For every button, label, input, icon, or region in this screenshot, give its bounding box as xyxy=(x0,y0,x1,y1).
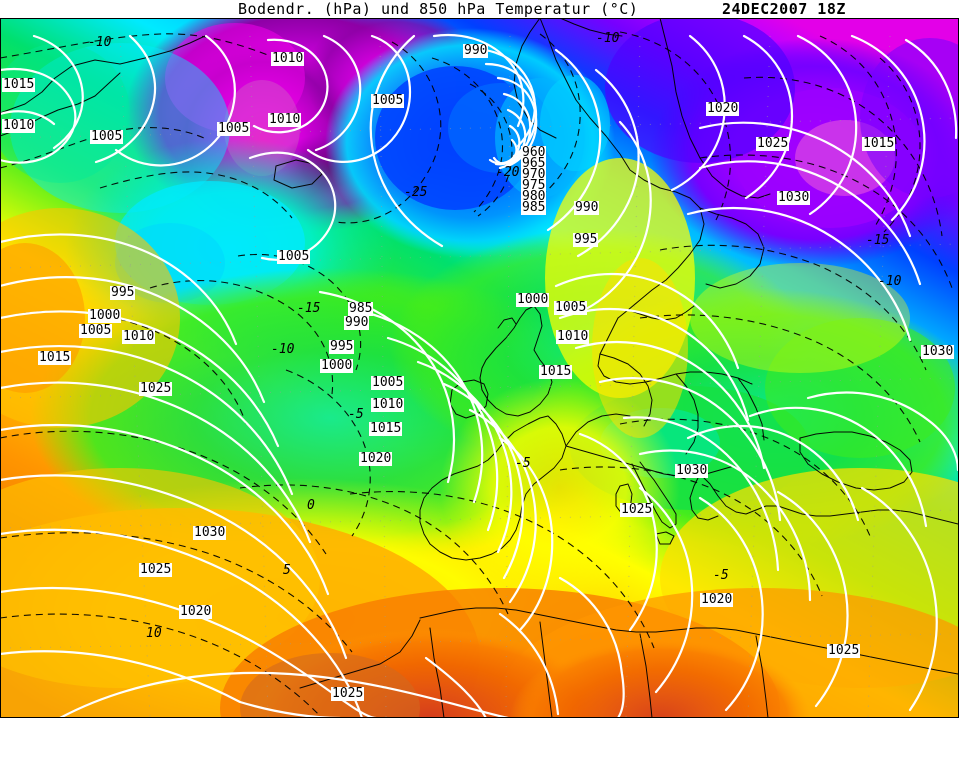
isobar-label: 975 xyxy=(521,178,547,193)
isobar-label: 1005 xyxy=(371,375,405,390)
temperature-isoline-label: -20 xyxy=(496,165,520,180)
isobar-label: 1020 xyxy=(700,592,734,607)
isobar-label: 1020 xyxy=(706,101,740,116)
temperature-isoline-label: -5 xyxy=(713,568,729,583)
isobar-label: 1015 xyxy=(369,421,403,436)
isobar-label: 1025 xyxy=(139,381,173,396)
temperature-isoline-label: -15 xyxy=(297,301,321,316)
isobar-label: 980 xyxy=(521,189,547,204)
isobar-label: 990 xyxy=(574,200,600,215)
temperature-isoline-label: -10 xyxy=(878,274,902,289)
isobar-label: 1010 xyxy=(271,51,305,66)
isobar-label: 1015 xyxy=(38,350,72,365)
isobar-label: 1005 xyxy=(90,129,124,144)
isobar-label: 990 xyxy=(463,43,489,58)
temperature-isoline-label: -25 xyxy=(404,185,428,200)
isobar-label: 990 xyxy=(344,315,370,330)
isobar-label: 1020 xyxy=(359,451,393,466)
isobar-label: 985 xyxy=(348,301,374,316)
isobar-label: 1005 xyxy=(554,300,588,315)
isobar-label: 1025 xyxy=(827,643,861,658)
temperature-isoline-label: -10 xyxy=(596,31,620,46)
isobar-label: 1015 xyxy=(539,364,573,379)
isobar-label: 965 xyxy=(521,156,547,171)
isobar-label: 1000 xyxy=(320,358,354,373)
temperature-isoline-label: -10 xyxy=(271,342,295,357)
temperature-isoline-label: 10 xyxy=(146,626,162,641)
isobar-label: 970 xyxy=(521,167,547,182)
page-title: Bodendr. (hPa) und 850 hPa Temperatur (°… xyxy=(238,0,639,18)
map-canvas[interactable] xyxy=(0,18,959,718)
isobar-label: 1005 xyxy=(371,93,405,108)
valid-time-label: 24DEC2007 18Z xyxy=(722,0,846,18)
isobar-label: 1030 xyxy=(675,463,709,478)
temperature-isoline-label: -15 xyxy=(866,233,890,248)
isobar-label: 1025 xyxy=(331,686,365,701)
isobar-label: 1005 xyxy=(277,249,311,264)
isobar-label: 995 xyxy=(329,339,355,354)
temperature-isoline-label: 5 xyxy=(283,563,291,578)
isobar-label: 1000 xyxy=(516,292,550,307)
isobar-label: 1015 xyxy=(862,136,896,151)
temperature-isoline-label: -5 xyxy=(348,407,364,422)
isobar-label: 1010 xyxy=(268,112,302,127)
isobar-label: 1010 xyxy=(2,118,36,133)
isobar-label: 985 xyxy=(521,200,547,215)
isobar-label: 960 xyxy=(521,145,547,160)
isobar-label: 1030 xyxy=(921,344,955,359)
temperature-isoline-label: -5 xyxy=(515,456,531,471)
isobar-label: 995 xyxy=(573,232,599,247)
isobar-label: 1030 xyxy=(193,525,227,540)
isobar-label: 1015 xyxy=(2,77,36,92)
isobar-label: 1025 xyxy=(139,562,173,577)
isobar-label: 1025 xyxy=(756,136,790,151)
isobar-label: 995 xyxy=(110,285,136,300)
isobar-label: 1025 xyxy=(620,502,654,517)
chart-header: Bodendr. (hPa) und 850 hPa Temperatur (°… xyxy=(0,0,959,18)
map-svg xyxy=(0,18,959,718)
temperature-isoline-label: 0 xyxy=(307,498,315,513)
chart-footer: Data: NOAA reanalysis 1.000° (C) Wetterz… xyxy=(0,718,959,770)
isobar-label: 1000 xyxy=(88,308,122,323)
isobar-label: 1005 xyxy=(79,323,113,338)
isobar-label: 1010 xyxy=(371,397,405,412)
isobar-label: 1005 xyxy=(217,121,251,136)
isobar-label: 1020 xyxy=(179,604,213,619)
isobar-label: 1030 xyxy=(777,190,811,205)
temperature-isoline-label: -10 xyxy=(88,35,112,50)
isobar-label: 1010 xyxy=(556,329,590,344)
isobar-label: 1010 xyxy=(122,329,156,344)
